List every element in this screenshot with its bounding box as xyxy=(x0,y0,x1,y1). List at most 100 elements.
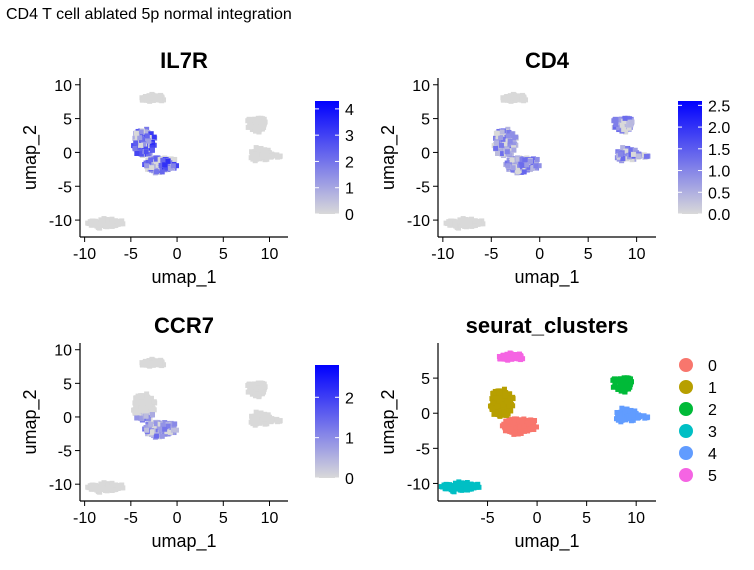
data-point xyxy=(253,156,259,162)
data-point xyxy=(531,421,537,427)
data-point xyxy=(448,486,454,492)
colorbar-tick-label: 2 xyxy=(345,154,354,171)
data-point xyxy=(255,115,261,121)
data-point xyxy=(501,404,507,410)
y-axis-label: umap_2 xyxy=(20,125,41,190)
data-point xyxy=(507,426,513,432)
data-point xyxy=(467,222,473,228)
data-point xyxy=(536,163,542,169)
data-point xyxy=(144,133,150,139)
data-point xyxy=(534,156,540,162)
data-point xyxy=(495,403,501,409)
data-point xyxy=(246,382,252,388)
data-point xyxy=(476,218,482,224)
data-point xyxy=(508,402,514,408)
data-point xyxy=(511,147,517,153)
data-point xyxy=(146,403,152,409)
data-point xyxy=(451,218,457,224)
data-point xyxy=(469,216,475,222)
data-point xyxy=(276,153,282,159)
data-point xyxy=(144,400,150,406)
data-point xyxy=(498,142,504,148)
data-point xyxy=(156,160,162,166)
legend-label: 1 xyxy=(708,380,717,397)
data-point xyxy=(131,143,137,149)
data-point xyxy=(94,222,100,228)
data-point xyxy=(620,156,626,162)
data-point xyxy=(513,134,519,140)
y-tick-label: 5 xyxy=(421,371,430,388)
data-point xyxy=(258,122,264,128)
colorbar-tick-label: 1.0 xyxy=(708,164,730,181)
y-tick-label: -5 xyxy=(58,179,72,196)
data-point xyxy=(102,217,108,223)
x-tick-label: -10 xyxy=(431,246,454,263)
data-point xyxy=(612,381,618,387)
data-point xyxy=(92,482,98,488)
data-point xyxy=(507,160,513,166)
y-tick-label: 5 xyxy=(63,112,72,129)
x-tick-label: 5 xyxy=(584,246,593,263)
data-point xyxy=(137,415,143,421)
data-point xyxy=(153,169,159,175)
data-point xyxy=(156,168,162,174)
data-point xyxy=(153,421,159,427)
data-point xyxy=(98,217,104,223)
y-tick-label: -5 xyxy=(416,441,430,458)
data-point xyxy=(134,150,140,156)
data-point xyxy=(253,387,259,393)
data-point xyxy=(165,423,171,429)
data-point xyxy=(159,165,165,171)
data-point xyxy=(149,142,155,148)
colorbar-tick-label: 0 xyxy=(345,207,354,224)
data-point xyxy=(625,122,631,128)
data-point xyxy=(442,484,448,490)
data-point xyxy=(618,151,624,157)
data-point xyxy=(505,133,511,139)
data-point xyxy=(144,394,150,400)
points xyxy=(85,356,283,495)
data-point xyxy=(138,142,144,148)
legend-label: 5 xyxy=(708,468,717,485)
colorbar-tick-label: 4 xyxy=(345,102,354,119)
data-point xyxy=(105,482,111,488)
y-tick-label: 0 xyxy=(63,410,72,427)
x-axis-label: umap_1 xyxy=(514,531,579,552)
data-point xyxy=(153,156,159,162)
data-point xyxy=(494,395,500,401)
data-point xyxy=(147,98,153,104)
data-point xyxy=(265,147,271,153)
data-point xyxy=(261,387,267,393)
data-point xyxy=(506,391,512,397)
data-point xyxy=(148,395,154,401)
data-point xyxy=(451,489,457,495)
data-point xyxy=(617,412,623,418)
data-point xyxy=(253,420,259,426)
data-point xyxy=(512,417,518,423)
data-point xyxy=(629,157,635,163)
data-point xyxy=(262,119,268,125)
data-point xyxy=(505,126,511,132)
data-point xyxy=(455,485,461,491)
data-point xyxy=(491,411,497,417)
data-point xyxy=(508,98,514,104)
data-point xyxy=(612,117,618,123)
data-point xyxy=(626,375,632,381)
data-point xyxy=(116,218,122,224)
data-point xyxy=(156,424,162,430)
data-point xyxy=(622,115,628,121)
data-point xyxy=(472,218,478,224)
data-point xyxy=(523,426,529,432)
data-point xyxy=(249,125,255,131)
x-axis-label: umap_1 xyxy=(514,267,579,288)
data-point xyxy=(462,223,468,229)
data-point xyxy=(524,162,530,168)
colorbar-tick-label: 2.0 xyxy=(708,120,730,137)
data-point xyxy=(489,406,495,412)
data-point xyxy=(615,385,621,391)
data-point xyxy=(471,485,477,491)
data-point xyxy=(150,360,156,366)
panel-0: IL7R -10 -5 0 5 10 -10 -5 0 5 10 umap_1 umap_2 0 1 2 3 4 xyxy=(20,48,354,288)
y-tick-label: -10 xyxy=(49,213,72,230)
